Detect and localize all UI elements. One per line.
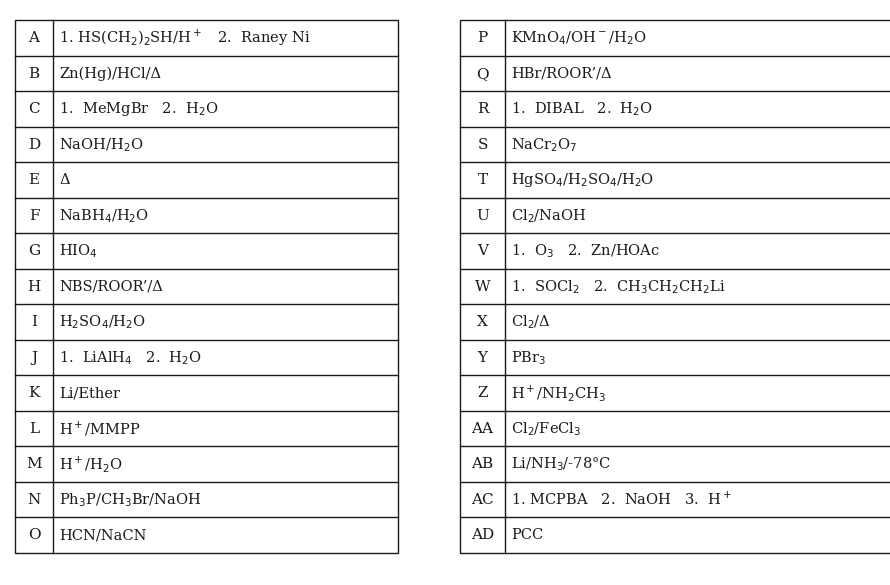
Bar [460,20,890,553]
Text: AA: AA [472,422,493,436]
Text: C: C [28,102,40,116]
Text: NaCr$_2$O$_7$: NaCr$_2$O$_7$ [511,136,578,154]
Text: M: M [26,457,42,472]
Text: Y: Y [478,351,488,364]
Text: X: X [477,315,488,329]
Text: H: H [28,280,41,294]
Text: U: U [476,209,489,223]
Text: B: B [28,67,39,81]
Text: Cl$_2$/Δ: Cl$_2$/Δ [511,314,551,331]
Text: 1.  LiAlH$_4$   2.  H$_2$O: 1. LiAlH$_4$ 2. H$_2$O [59,349,202,367]
Text: 1.  SOCl$_2$   2.  CH$_3$CH$_2$CH$_2$Li: 1. SOCl$_2$ 2. CH$_3$CH$_2$CH$_2$Li [511,278,725,295]
Text: S: S [477,137,488,152]
Text: D: D [28,137,40,152]
Text: G: G [28,244,40,258]
Text: NaOH/H$_2$O: NaOH/H$_2$O [59,136,143,154]
Text: Q: Q [476,67,489,81]
Text: H$^+$/NH$_2$CH$_3$: H$^+$/NH$_2$CH$_3$ [511,383,606,403]
Text: HCN/NaCN: HCN/NaCN [59,528,147,542]
Text: P: P [477,31,488,45]
Text: PCC: PCC [511,528,543,542]
Text: Ph$_3$P/CH$_3$Br/NaOH: Ph$_3$P/CH$_3$Br/NaOH [59,491,201,508]
Text: AC: AC [471,493,494,507]
Text: R: R [477,102,489,116]
Text: Δ: Δ [59,173,69,187]
Bar [15,20,398,553]
Text: F: F [28,209,39,223]
Text: 1.  O$_3$   2.  Zn/HOAc: 1. O$_3$ 2. Zn/HOAc [511,242,660,260]
Text: 1.  MeMgBr   2.  H$_2$O: 1. MeMgBr 2. H$_2$O [59,100,218,118]
Text: HBr/ROOR’/Δ: HBr/ROOR’/Δ [511,67,611,81]
Text: 1.  DIBAL   2.  H$_2$O: 1. DIBAL 2. H$_2$O [511,101,653,118]
Text: HgSO$_4$/H$_2$SO$_4$/H$_2$O: HgSO$_4$/H$_2$SO$_4$/H$_2$O [511,171,654,189]
Text: O: O [28,528,40,542]
Text: Cl$_2$/NaOH: Cl$_2$/NaOH [511,207,587,225]
Text: Li/NH$_3$/-78°C: Li/NH$_3$/-78°C [511,455,611,473]
Text: H$^+$/MMPP: H$^+$/MMPP [59,419,141,438]
Text: Li/Ether: Li/Ether [59,386,120,400]
Text: I: I [31,315,37,329]
Text: KMnO$_4$/OH$^-$/H$_2$O: KMnO$_4$/OH$^-$/H$_2$O [511,29,646,47]
Text: Cl$_2$/FeCl$_3$: Cl$_2$/FeCl$_3$ [511,420,581,438]
Text: J: J [31,351,37,364]
Text: W: W [474,280,490,294]
Text: HIO$_4$: HIO$_4$ [59,242,98,260]
Text: H$_2$SO$_4$/H$_2$O: H$_2$SO$_4$/H$_2$O [59,314,146,331]
Text: 1. HS(CH$_2$)$_2$SH/H$^+$   2.  Raney Ni: 1. HS(CH$_2$)$_2$SH/H$^+$ 2. Raney Ni [59,28,311,49]
Text: N: N [28,493,41,507]
Text: V: V [477,244,488,258]
Text: AB: AB [472,457,494,472]
Text: AD: AD [471,528,494,542]
Text: L: L [29,422,39,436]
Text: Zn(Hg)/HCl/Δ: Zn(Hg)/HCl/Δ [59,67,161,81]
Text: PBr$_3$: PBr$_3$ [511,349,546,367]
Text: 1. MCPBA   2.  NaOH   3.  H$^+$: 1. MCPBA 2. NaOH 3. H$^+$ [511,491,732,508]
Text: A: A [28,31,39,45]
Text: NBS/ROOR’/Δ: NBS/ROOR’/Δ [59,280,163,294]
Text: Z: Z [477,386,488,400]
Text: NaBH$_4$/H$_2$O: NaBH$_4$/H$_2$O [59,207,150,225]
Text: H$^+$/H$_2$O: H$^+$/H$_2$O [59,454,123,474]
Text: K: K [28,386,40,400]
Text: T: T [477,173,488,187]
Text: E: E [28,173,39,187]
